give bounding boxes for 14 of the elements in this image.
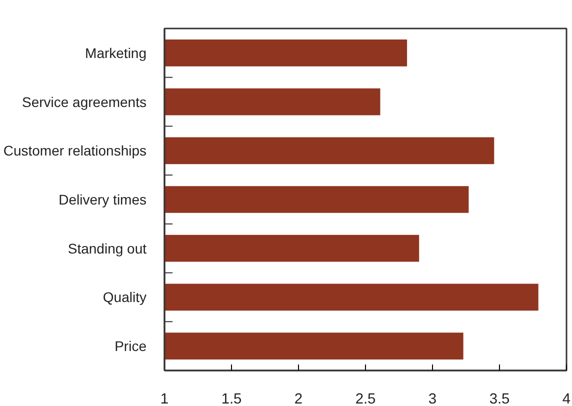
y-tick-label: Delivery times: [58, 192, 147, 208]
y-tick-label: Price: [114, 338, 147, 354]
y-tick-label: Standing out: [68, 240, 147, 256]
x-tick-label: 1.5: [221, 392, 242, 406]
y-tick-label: Marketing: [85, 44, 146, 61]
y-tick-label: Quality: [102, 289, 147, 306]
x-tick-label: 2.5: [355, 392, 376, 406]
x-tick-label: 2: [294, 392, 303, 406]
x-tick-label: 3.5: [489, 392, 510, 406]
y-tick-label: Service agreements: [22, 94, 147, 110]
x-tick-label: 3: [428, 392, 437, 406]
x-tick-label: 1: [160, 392, 169, 406]
x-tick-label: 4: [562, 392, 571, 406]
y-tick-label: Customer relationships: [3, 142, 146, 159]
